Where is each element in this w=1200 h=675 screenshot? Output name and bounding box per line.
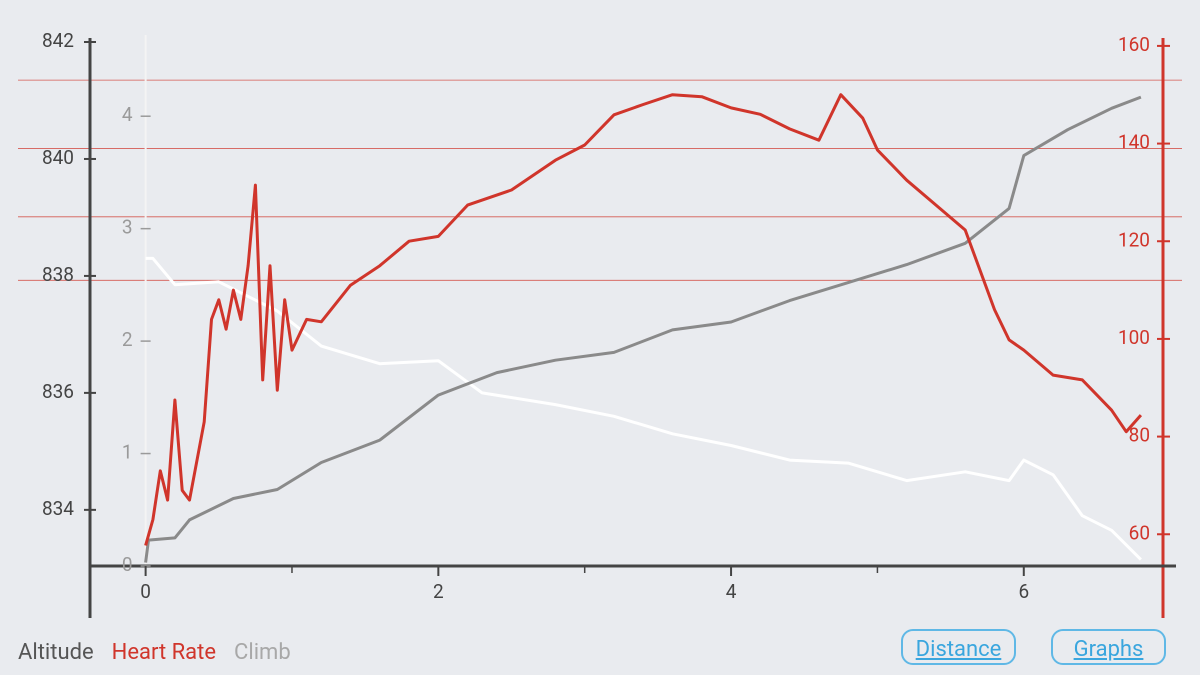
y-tick-label: 834	[42, 497, 74, 520]
y-tick-label: 838	[42, 263, 74, 286]
graphs-button[interactable]: Graphs	[1051, 629, 1166, 665]
y2-tick-label: 80	[1129, 424, 1150, 447]
x-tick-label: 4	[726, 580, 737, 603]
y-tick-label: 840	[42, 146, 74, 169]
x-tick-label: 2	[433, 580, 444, 603]
series-line	[144, 95, 1142, 563]
legend-entry: Heart Rate	[112, 640, 216, 665]
legend-entry: Climb	[234, 640, 291, 665]
legend-entry: Altitude	[18, 640, 94, 665]
x-tick-label: 6	[1018, 580, 1029, 603]
y3-tick-label: 0	[122, 553, 133, 576]
y2-tick-label: 60	[1129, 521, 1150, 544]
y2-tick-label: 160	[1118, 33, 1150, 56]
y3-tick-label: 4	[122, 103, 133, 126]
y2-tick-label: 140	[1118, 131, 1150, 154]
series-line	[145, 256, 1142, 561]
y3-tick-label: 3	[122, 216, 133, 239]
y3-tick-label: 1	[122, 441, 133, 464]
series-line	[144, 93, 1143, 546]
y-tick-label: 842	[42, 29, 74, 52]
y2-tick-label: 120	[1118, 228, 1150, 251]
distance-button[interactable]: Distance	[901, 629, 1016, 665]
y-tick-label: 836	[42, 380, 74, 403]
x-tick-label: 0	[140, 580, 151, 603]
y2-tick-label: 100	[1118, 326, 1150, 349]
y3-tick-label: 2	[122, 328, 133, 351]
